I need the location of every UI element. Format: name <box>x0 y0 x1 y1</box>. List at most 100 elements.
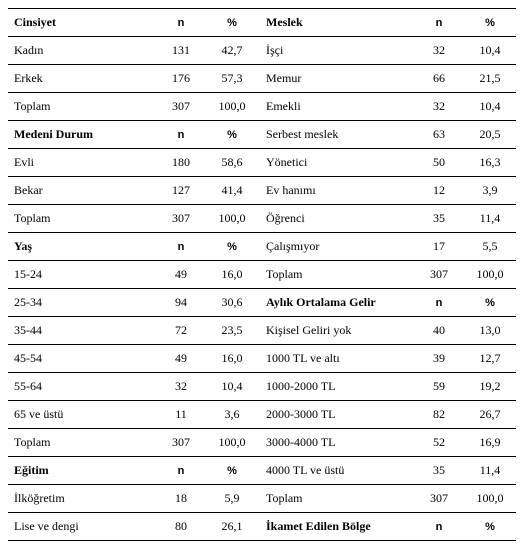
table-cell: Evli <box>8 149 156 177</box>
table-cell: 307 <box>156 429 206 457</box>
table-cell: Toplam <box>8 205 156 233</box>
table-cell: Çalışmıyor <box>258 233 414 261</box>
table-cell: Bekar <box>8 177 156 205</box>
table-cell: 30,6 <box>206 289 258 317</box>
table-cell: 18 <box>156 485 206 513</box>
table-cell: 52 <box>414 429 464 457</box>
table-cell: 10,4 <box>206 373 258 401</box>
gender-header: Cinsiyet <box>8 9 156 37</box>
table-cell: 180 <box>156 149 206 177</box>
pct-header: % <box>206 457 258 485</box>
table-cell: 21,5 <box>464 65 516 93</box>
table-cell: 35-44 <box>8 317 156 345</box>
table-cell: 3,9 <box>464 177 516 205</box>
table-cell: 26,7 <box>464 401 516 429</box>
table-cell: 63 <box>414 121 464 149</box>
table-cell: 17 <box>414 233 464 261</box>
pct-header: % <box>464 9 516 37</box>
table-cell: 10,4 <box>464 37 516 65</box>
table-cell: 49 <box>156 345 206 373</box>
table-cell: 40 <box>414 317 464 345</box>
table-cell: Memur <box>258 65 414 93</box>
table-cell: İlköğretim <box>8 485 156 513</box>
table-cell: 16,3 <box>464 149 516 177</box>
n-header: n <box>156 121 206 149</box>
table-cell: Kişisel Geliri yok <box>258 317 414 345</box>
table-cell: 23,5 <box>206 317 258 345</box>
n-header: n <box>414 9 464 37</box>
age-header: Yaş <box>8 233 156 261</box>
table-cell: 80 <box>156 513 206 541</box>
table-cell: 100,0 <box>464 485 516 513</box>
table-cell: Toplam <box>258 261 414 289</box>
table-cell: 5,9 <box>206 485 258 513</box>
pct-header: % <box>464 289 516 317</box>
table-cell: 20,5 <box>464 121 516 149</box>
table-cell: 32 <box>156 373 206 401</box>
table-cell: 66 <box>414 65 464 93</box>
pct-header: % <box>206 9 258 37</box>
n-header: n <box>156 9 206 37</box>
pct-header: % <box>206 233 258 261</box>
marital-header: Medeni Durum <box>8 121 156 149</box>
table-cell: 100,0 <box>206 93 258 121</box>
table-cell: 65 ve üstü <box>8 401 156 429</box>
occupation-header: Meslek <box>258 9 414 37</box>
table-cell: Lise ve dengi <box>8 513 156 541</box>
table-cell: 10,4 <box>464 93 516 121</box>
table-cell: 41,4 <box>206 177 258 205</box>
table-cell: 42,7 <box>206 37 258 65</box>
table-cell: 32 <box>414 37 464 65</box>
table-cell: 45-54 <box>8 345 156 373</box>
table-cell: Kadın <box>8 37 156 65</box>
table-cell: Serbest meslek <box>258 121 414 149</box>
table-cell: Öğrenci <box>258 205 414 233</box>
table-cell: 82 <box>414 401 464 429</box>
table-cell: 55-64 <box>8 373 156 401</box>
table-cell: 307 <box>414 485 464 513</box>
pct-header: % <box>206 121 258 149</box>
table-cell: 57,3 <box>206 65 258 93</box>
table-cell: 4000 TL ve üstü <box>258 457 414 485</box>
table-cell: 127 <box>156 177 206 205</box>
table-cell: 307 <box>156 93 206 121</box>
n-header: n <box>156 233 206 261</box>
table-cell: Yönetici <box>258 149 414 177</box>
table-cell: Emekli <box>258 93 414 121</box>
region-header: İkamet Edilen Bölge <box>258 513 414 541</box>
table-cell: 59 <box>414 373 464 401</box>
table-cell: 16,9 <box>464 429 516 457</box>
table-cell: Toplam <box>8 93 156 121</box>
table-cell: 11,4 <box>464 457 516 485</box>
table-cell: Toplam <box>8 429 156 457</box>
table-cell: 50 <box>414 149 464 177</box>
table-cell: Ev hanımı <box>258 177 414 205</box>
table-cell: İşçi <box>258 37 414 65</box>
table-cell: 15-24 <box>8 261 156 289</box>
table-cell: 176 <box>156 65 206 93</box>
table-cell: 11,4 <box>464 205 516 233</box>
table-cell: 32 <box>414 93 464 121</box>
table-cell: 25-34 <box>8 289 156 317</box>
table-cell: 49 <box>156 261 206 289</box>
table-cell: 13,0 <box>464 317 516 345</box>
table-cell: 35 <box>414 457 464 485</box>
table-cell: 3000-4000 TL <box>258 429 414 457</box>
n-header: n <box>156 457 206 485</box>
table-cell: 19,2 <box>464 373 516 401</box>
table-cell: 12,7 <box>464 345 516 373</box>
table-cell: 3,6 <box>206 401 258 429</box>
table-cell: 39 <box>414 345 464 373</box>
table-cell: 72 <box>156 317 206 345</box>
table-cell: 16,0 <box>206 261 258 289</box>
table-cell: 11 <box>156 401 206 429</box>
table-cell: 307 <box>156 205 206 233</box>
n-header: n <box>414 289 464 317</box>
table-cell: Toplam <box>258 485 414 513</box>
table-cell: 100,0 <box>206 205 258 233</box>
income-header: Aylık Ortalama Gelir <box>258 289 414 317</box>
table-cell: 12 <box>414 177 464 205</box>
demographics-table: Cinsiyet n % Meslek n % Kadın 131 42,7 İ… <box>8 8 516 541</box>
pct-header: % <box>464 513 516 541</box>
table-cell: 100,0 <box>206 429 258 457</box>
